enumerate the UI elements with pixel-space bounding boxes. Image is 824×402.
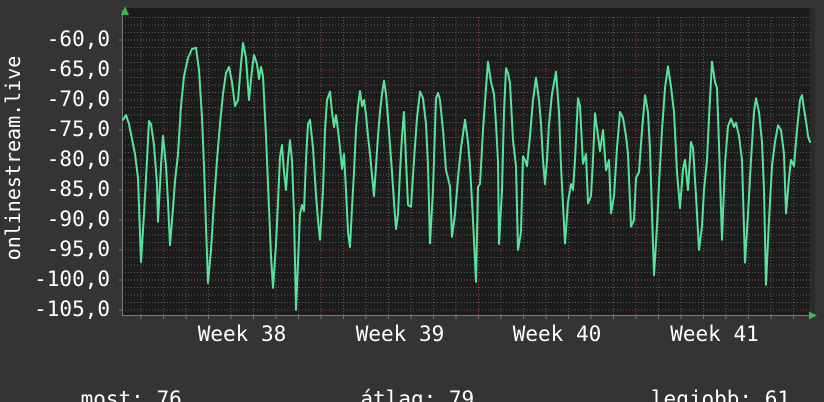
stat-legjobb-value: 61 bbox=[764, 387, 790, 402]
stat-atlag-value: 79 bbox=[448, 387, 475, 402]
y-tick-label: -95,0 bbox=[46, 237, 110, 262]
stat-most-label: most: bbox=[80, 387, 144, 402]
stat-atlag: átlag: 79 bbox=[310, 363, 474, 402]
y-tick-label: -75,0 bbox=[46, 117, 110, 142]
up-arrow-icon bbox=[121, 6, 129, 15]
stat-legjobb-label: legjobb: bbox=[650, 387, 753, 402]
y-tick-label: -85,0 bbox=[46, 177, 110, 202]
stat-atlag-label: átlag: bbox=[360, 387, 437, 402]
x-tick-label: Week 40 bbox=[512, 322, 602, 346]
x-tick-label: Week 38 bbox=[197, 322, 287, 346]
y-tick-label: -70,0 bbox=[46, 87, 110, 112]
stat-legjobb: legjobb: 61 bbox=[600, 363, 790, 402]
y-tick-label: -65,0 bbox=[46, 57, 110, 82]
right-arrow-icon bbox=[809, 311, 817, 320]
stat-most-value: 76 bbox=[156, 387, 182, 402]
y-tick-label: -60,0 bbox=[46, 27, 110, 52]
future-band bbox=[810, 8, 815, 316]
signal-line bbox=[122, 42, 811, 311]
x-tick-label: Week 39 bbox=[355, 322, 445, 346]
y-tick-label: -80,0 bbox=[46, 147, 110, 172]
x-tick-label: Week 41 bbox=[670, 322, 759, 346]
y-tick-label: -90,0 bbox=[46, 207, 110, 232]
stat-most: most: 76 bbox=[30, 363, 182, 402]
y-tick-label: -105,0 bbox=[34, 297, 110, 322]
y-tick-label: -100,0 bbox=[34, 267, 110, 292]
